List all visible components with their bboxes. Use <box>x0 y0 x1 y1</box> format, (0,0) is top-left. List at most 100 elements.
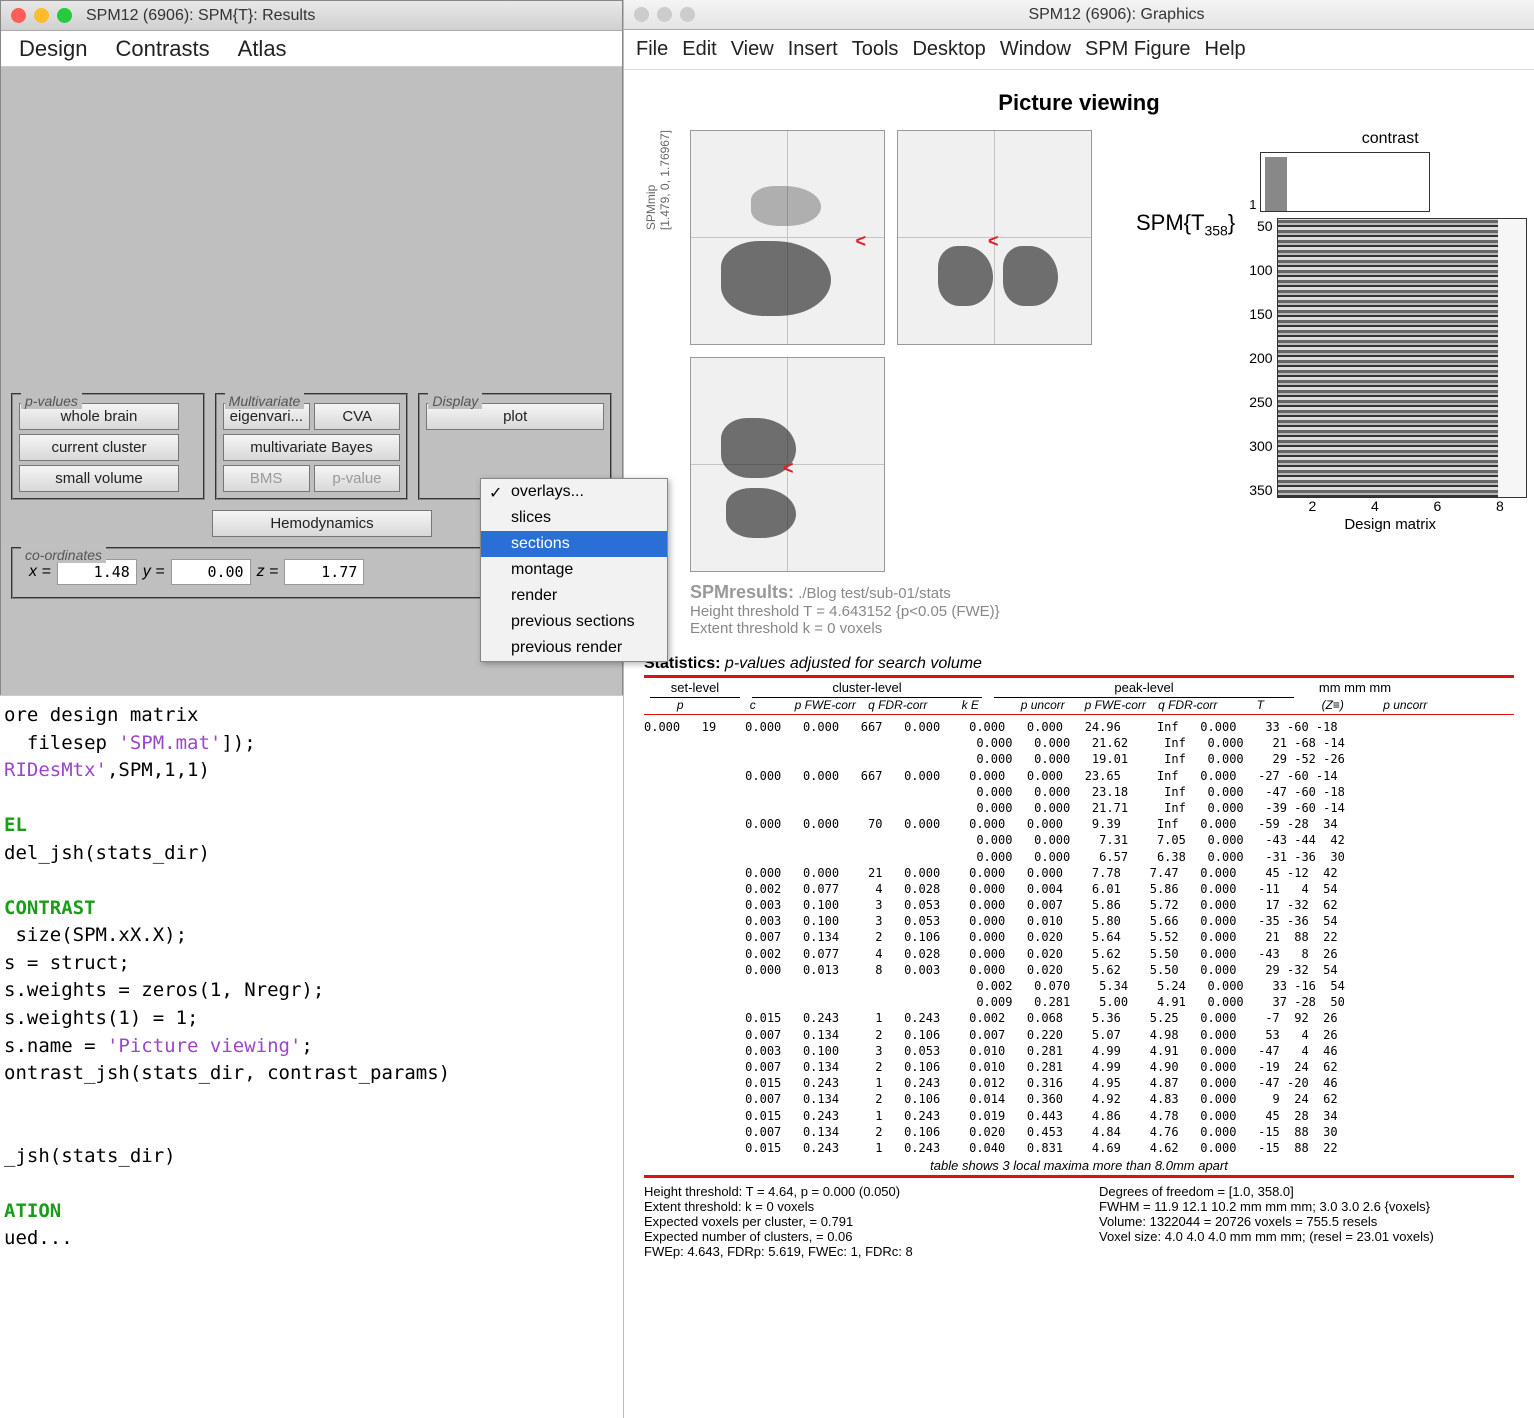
display-legend: Display <box>428 393 482 409</box>
footer-left: Height threshold: T = 4.64, p = 0.000 (0… <box>644 1184 1059 1259</box>
stats-group-headers: set-level cluster-level peak-level mm mm… <box>644 680 1514 698</box>
menu-item-render[interactable]: render <box>481 583 667 609</box>
y-input[interactable] <box>171 559 251 585</box>
sub-qfdr: q FDR-corr <box>862 698 935 712</box>
graphics-titlebar[interactable]: SPM12 (6906): Graphics <box>624 0 1534 30</box>
menu-edit[interactable]: Edit <box>682 38 716 61</box>
code-header: EL <box>4 814 27 836</box>
stats-sub-headers: p c p FWE-corr q FDR-corr k E p uncorr p… <box>644 698 1514 712</box>
menu-insert[interactable]: Insert <box>788 38 838 61</box>
results-meta: SPMresults: ./Blog test/sub-01/stats Hei… <box>690 582 1092 637</box>
sub-pfwe: p FWE-corr <box>789 698 862 712</box>
code-line: size(SPM.xX.X); <box>4 924 187 946</box>
contrast-label: contrast <box>1249 130 1531 148</box>
pvalues-legend: p-values <box>21 393 82 409</box>
minimize-icon[interactable] <box>34 8 49 23</box>
code-line: s.weights = zeros(1, Nregr); <box>4 979 324 1001</box>
grp-cluster: cluster-level <box>752 680 982 698</box>
cva-button[interactable]: CVA <box>314 403 400 430</box>
code-line: _jsh(stats_dir) <box>4 1145 176 1167</box>
sub-p: p <box>644 698 717 712</box>
code-line: ; <box>301 1035 312 1057</box>
code-line: ore design matrix <box>4 704 198 726</box>
bms-button[interactable]: BMS <box>223 465 310 492</box>
cursor-icon: < <box>783 458 794 479</box>
sub-t: T <box>1224 698 1297 712</box>
results-menubar: Design Contrasts Atlas <box>1 31 622 67</box>
coords-legend: co-ordinates <box>21 547 106 563</box>
menu-item-montage[interactable]: montage <box>481 557 667 583</box>
dm-title: Design matrix <box>1249 516 1531 533</box>
sub-blank <box>1442 698 1515 712</box>
height-threshold: Height threshold T = 4.643152 {p<0.05 (F… <box>690 603 1000 620</box>
current-cluster-button[interactable]: current cluster <box>19 434 179 461</box>
y-label: y = <box>143 563 165 581</box>
footer-right: Degrees of freedom = [1.0, 358.0]FWHM = … <box>1099 1184 1514 1259</box>
graphics-title: SPM12 (6906): Graphics <box>1028 6 1204 24</box>
dm-xlabels: 2 4 6 8 <box>1281 498 1531 514</box>
graphics-content: Picture viewing SPMmip [1.479, 0, 1.7696… <box>624 70 1534 1273</box>
dm-ytick: 200 <box>1249 350 1272 366</box>
menu-file[interactable]: File <box>636 38 668 61</box>
close-icon[interactable] <box>11 8 26 23</box>
menu-tools[interactable]: Tools <box>852 38 899 61</box>
mv-bayes-button[interactable]: multivariate Bayes <box>223 434 401 461</box>
dm-xtick: 4 <box>1371 498 1379 514</box>
minimize-icon[interactable] <box>657 7 672 22</box>
dm-xtick: 8 <box>1496 498 1504 514</box>
graphics-menubar: File Edit View Insert Tools Desktop Wind… <box>624 30 1534 70</box>
spm-eq-sub: 358 <box>1204 222 1227 238</box>
mip-column: < < < SPMresults: <box>690 130 1092 637</box>
code-line: ued... <box>4 1227 73 1249</box>
grp-set: set-level <box>650 680 740 698</box>
menu-window[interactable]: Window <box>1000 38 1071 61</box>
extent-threshold: Extent threshold k = 0 voxels <box>690 620 882 637</box>
contrast-column: contrast 1 50 100 150 200 250 300 <box>1249 130 1531 533</box>
dm-ytick: 50 <box>1249 218 1272 234</box>
stats-note: table shows 3 local maxima more than 8.0… <box>644 1158 1514 1173</box>
menu-item-prev-render[interactable]: previous render <box>481 635 667 661</box>
menu-spm-figure[interactable]: SPM Figure <box>1085 38 1191 61</box>
code-line: ,SPM,1,1) <box>107 759 210 781</box>
code-line: filesep <box>4 732 118 754</box>
menu-design[interactable]: Design <box>19 36 87 62</box>
results-titlebar[interactable]: SPM12 (6906): SPM{T}: Results <box>1 1 622 31</box>
grp-mm: mm mm mm <box>1300 680 1410 698</box>
code-string: RIDesMtx' <box>4 759 107 781</box>
menu-help[interactable]: Help <box>1205 38 1246 61</box>
menu-item-overlays[interactable]: overlays... <box>481 479 667 505</box>
z-input[interactable] <box>284 559 364 585</box>
sub-punc: p uncorr <box>1007 698 1080 712</box>
stats-footer: Height threshold: T = 4.64, p = 0.000 (0… <box>644 1184 1514 1259</box>
menu-atlas[interactable]: Atlas <box>238 36 287 62</box>
mip-coronal[interactable]: < <box>897 130 1092 345</box>
sub-ke: k E <box>934 698 1007 712</box>
code-line: s.weights(1) = 1; <box>4 1007 198 1029</box>
dm-canvas[interactable] <box>1277 218 1527 498</box>
code-header: ATION <box>4 1200 61 1222</box>
dm-ytick: 100 <box>1249 262 1272 278</box>
spm-equation: SPM{T358} <box>1136 210 1235 238</box>
red-divider <box>644 1175 1514 1178</box>
stats-table[interactable]: 0.000 19 0.000 0.000 667 0.000 0.000 0.0… <box>644 719 1514 1156</box>
zoom-icon[interactable] <box>57 8 72 23</box>
small-volume-button[interactable]: small volume <box>19 465 179 492</box>
zoom-icon[interactable] <box>680 7 695 22</box>
z-label: z = <box>257 563 279 581</box>
menu-item-sections[interactable]: sections <box>481 531 667 557</box>
cursor-icon: < <box>855 231 866 252</box>
menu-item-prev-sections[interactable]: previous sections <box>481 609 667 635</box>
menu-contrasts[interactable]: Contrasts <box>115 36 209 62</box>
dm-ytick: 250 <box>1249 394 1272 410</box>
mip-sagittal[interactable]: < <box>690 130 885 345</box>
pvalue-button[interactable]: p-value <box>314 465 401 492</box>
code-line: s.name = <box>4 1035 107 1057</box>
hemodynamics-button[interactable]: Hemodynamics <box>212 510 432 537</box>
results-blank-area <box>1 67 622 387</box>
close-icon[interactable] <box>634 7 649 22</box>
menu-view[interactable]: View <box>731 38 774 61</box>
mip-axial[interactable]: < <box>690 357 885 572</box>
menu-desktop[interactable]: Desktop <box>912 38 985 61</box>
menu-item-slices[interactable]: slices <box>481 505 667 531</box>
sub-c: c <box>717 698 790 712</box>
